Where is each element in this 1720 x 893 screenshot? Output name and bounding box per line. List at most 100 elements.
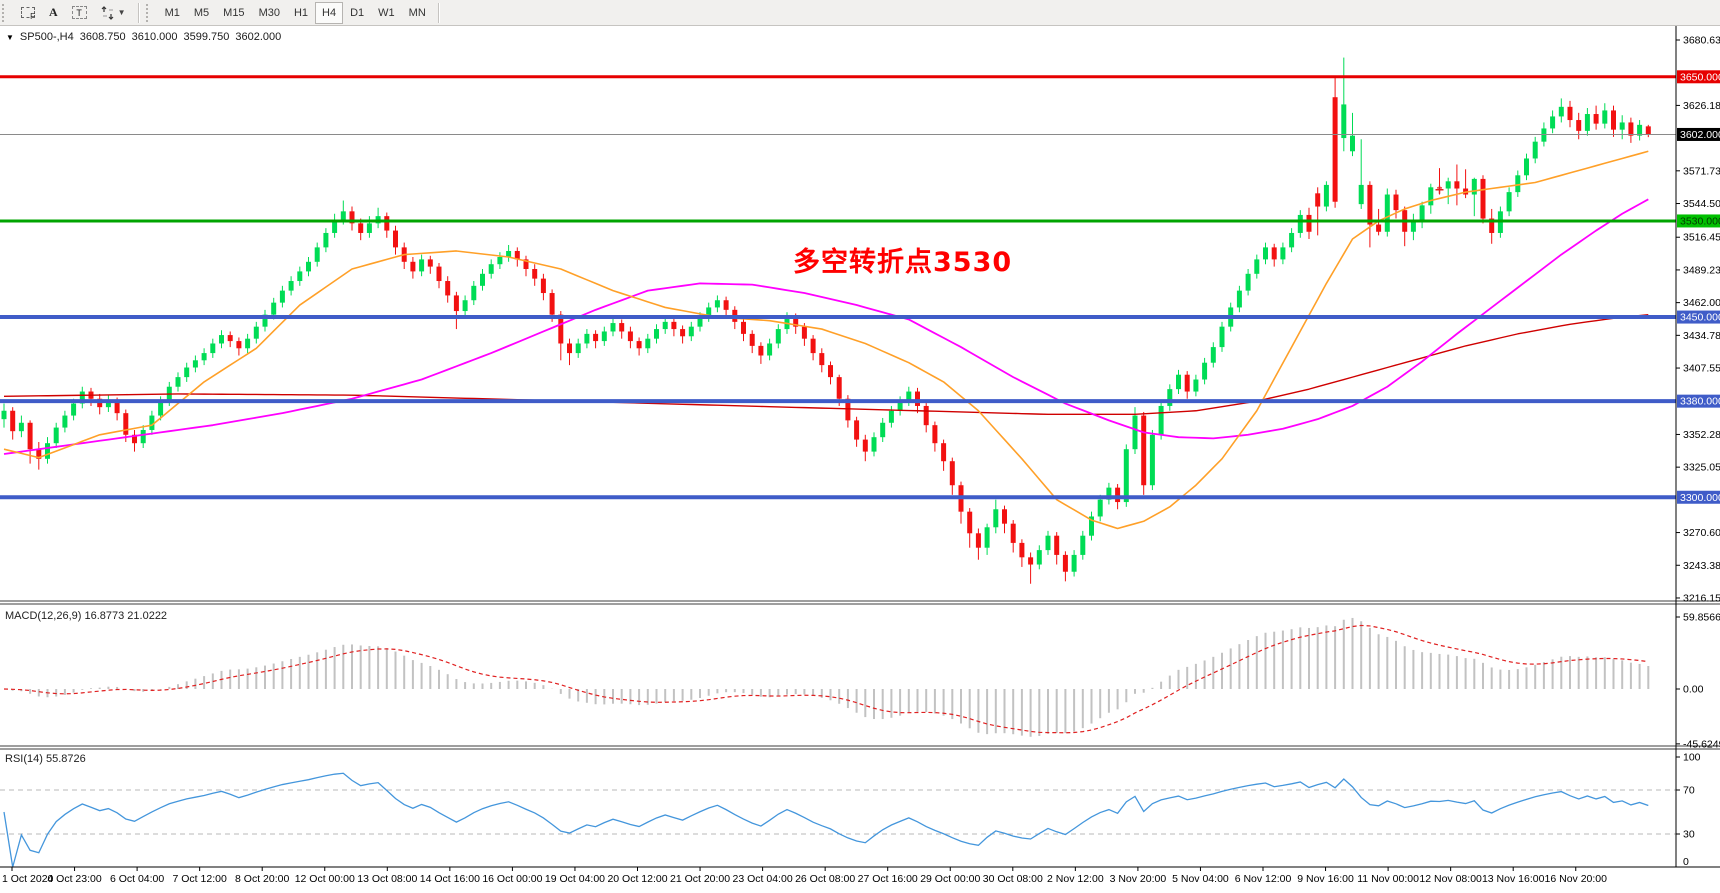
candle-up: [993, 509, 999, 528]
toolbar-separator: [437, 2, 439, 23]
time-tick-label: 23 Oct 04:00: [733, 873, 793, 885]
candle-up: [340, 211, 346, 220]
candle-up: [575, 343, 581, 354]
label-icon: T: [71, 6, 87, 19]
candle-up: [1619, 122, 1625, 130]
candle-down: [549, 293, 555, 315]
timeframe-button-m1[interactable]: M1: [164, 6, 180, 19]
candle-down: [445, 281, 451, 296]
arrows-tool-button[interactable]: ▼: [94, 2, 133, 24]
timeframe-button-m15[interactable]: M15: [223, 6, 245, 19]
time-tick-label: 13 Nov 16:00: [1482, 873, 1545, 885]
candle-down: [436, 266, 442, 282]
time-tick-label: 30 Oct 08:00: [983, 873, 1043, 885]
candle-down: [1315, 193, 1321, 207]
fibonacci-tool-button[interactable]: F: [14, 2, 42, 24]
price-badge: [1677, 490, 1720, 504]
candle-down: [723, 300, 729, 310]
candle-up: [662, 321, 668, 330]
chevron-down-icon[interactable]: ▼: [6, 32, 14, 42]
chart-plot-area[interactable]: 3680.630 3626.180 3571.730 3544.505 3516.455…: [0, 26, 1720, 893]
price-badge-label: 3380.000: [1680, 396, 1720, 408]
candle-down: [114, 401, 120, 414]
timeframe-button-w1[interactable]: W1: [378, 6, 395, 19]
toolbar-grip[interactable]: [2, 3, 10, 22]
candle-down: [854, 420, 860, 440]
macd-indicator-label: MACD(12,26,9) 16.8773 21.0222: [5, 610, 168, 622]
rsi-tick-label: 70: [1683, 785, 1695, 797]
candle-up: [1323, 184, 1329, 207]
toolbar-grip[interactable]: [145, 3, 154, 22]
candle-up: [645, 338, 651, 349]
timeframe-button-h1[interactable]: H1: [293, 6, 309, 19]
candle-down: [384, 216, 390, 231]
timeframe-button-mn[interactable]: MN: [408, 6, 426, 19]
candle-down: [1480, 178, 1486, 219]
candle-up: [1445, 181, 1451, 189]
chart-symbol-ohlc: ▼ SP500-,H4 3608.750 3610.000 3599.750 3…: [6, 31, 281, 43]
candle-down: [793, 317, 799, 327]
candle-up: [1219, 326, 1225, 348]
price-panel[interactable]: [0, 57, 1676, 584]
rsi-panel[interactable]: [0, 772, 1676, 868]
time-tick-label: 26 Oct 08:00: [795, 873, 855, 885]
candle-up: [1132, 415, 1138, 450]
candle-down: [236, 341, 242, 349]
candle-up: [897, 401, 903, 411]
time-tick-label: 6 Nov 12:00: [1235, 873, 1292, 885]
candle-down: [410, 261, 416, 272]
candle-up: [1254, 259, 1260, 274]
candle-up: [140, 429, 146, 444]
candle-down: [923, 405, 929, 426]
candle-down: [453, 295, 459, 312]
candle-up: [471, 285, 477, 301]
candle-down: [1454, 181, 1460, 189]
candle-down: [567, 343, 572, 354]
candle-down: [819, 353, 825, 366]
candle-up: [1584, 114, 1590, 131]
candle-up: [462, 300, 468, 312]
candle-up: [1280, 247, 1286, 260]
candle-up: [1158, 405, 1164, 435]
candle-up: [888, 410, 894, 423]
candle-up: [271, 302, 277, 315]
time-tick-label: 5 Nov 04:00: [1172, 873, 1229, 885]
timeframe-button-m5[interactable]: M5: [193, 6, 210, 19]
candle-up: [1, 410, 7, 420]
candle-up: [1541, 128, 1547, 142]
candle-down: [349, 211, 355, 224]
candle-down: [1611, 110, 1616, 130]
text-tool-button[interactable]: A: [42, 2, 65, 24]
candle-up: [506, 250, 512, 257]
candle-up: [201, 353, 207, 361]
price-tick-label: 3516.455: [1683, 232, 1720, 244]
candle-down: [836, 377, 842, 399]
macd-panel[interactable]: [3, 617, 1650, 737]
candle-up: [79, 391, 85, 404]
candle-up: [219, 335, 224, 344]
candle-up: [1384, 194, 1390, 232]
candle-down: [1593, 114, 1599, 124]
candle-up: [584, 333, 590, 344]
candle-up: [297, 271, 303, 282]
candle-up: [601, 331, 607, 342]
price-badge-label: 3650.000: [1680, 71, 1720, 83]
candle-up: [1167, 389, 1173, 406]
timeframe-button-d1[interactable]: D1: [350, 6, 365, 19]
candle-up: [1045, 535, 1051, 551]
candle-up: [1263, 247, 1268, 260]
label-tool-button[interactable]: T: [65, 2, 94, 24]
timeframe-button-m30[interactable]: M30: [258, 6, 280, 19]
candle-up: [497, 256, 503, 265]
candle-up: [184, 367, 190, 378]
candle-down: [10, 410, 16, 432]
timeframe-button-group: M1 M5 M15 M30 H1 H4 D1 W1 MN: [158, 1, 433, 24]
timeframe-button-h4[interactable]: H4: [315, 1, 344, 24]
candle-down: [1184, 374, 1190, 392]
candle-down: [1576, 120, 1582, 131]
candle-down: [671, 321, 677, 330]
cross-marker: [1435, 185, 1444, 194]
candle-up: [288, 281, 294, 291]
candle-down: [36, 449, 42, 459]
candle-down: [1332, 97, 1338, 202]
